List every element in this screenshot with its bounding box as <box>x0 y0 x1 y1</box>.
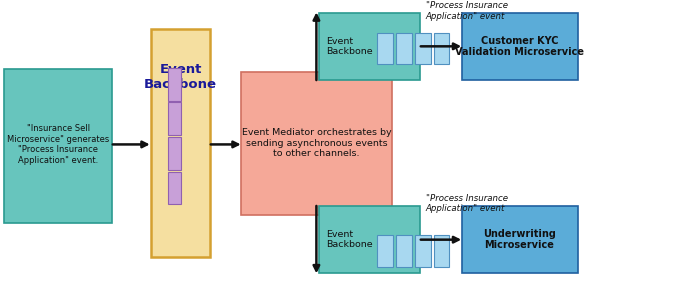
FancyBboxPatch shape <box>434 33 449 64</box>
Text: "Process Insurance
Application" event: "Process Insurance Application" event <box>426 194 507 213</box>
FancyBboxPatch shape <box>318 206 420 273</box>
FancyBboxPatch shape <box>150 29 210 257</box>
Text: Event
Backbone: Event Backbone <box>144 63 217 91</box>
Text: Event Mediator orchestrates by
sending asynchronous events
to other channels.: Event Mediator orchestrates by sending a… <box>241 128 391 158</box>
FancyBboxPatch shape <box>4 69 112 223</box>
FancyBboxPatch shape <box>377 33 393 64</box>
Text: Underwriting
Microservice: Underwriting Microservice <box>483 229 556 251</box>
Text: "Insurance Sell
Microservice" generates
"Process Insurance
Application" event.: "Insurance Sell Microservice" generates … <box>7 124 109 164</box>
Text: "Process Insurance
Application" event: "Process Insurance Application" event <box>426 1 507 21</box>
Text: Event
Backbone: Event Backbone <box>326 230 373 249</box>
FancyBboxPatch shape <box>168 68 181 101</box>
FancyBboxPatch shape <box>168 137 181 170</box>
Text: Event
Backbone: Event Backbone <box>326 37 373 56</box>
FancyBboxPatch shape <box>168 172 181 204</box>
FancyBboxPatch shape <box>396 235 412 267</box>
Text: Customer KYC
Validation Microservice: Customer KYC Validation Microservice <box>455 35 584 57</box>
FancyBboxPatch shape <box>377 235 393 267</box>
FancyBboxPatch shape <box>462 206 578 273</box>
FancyBboxPatch shape <box>434 235 449 267</box>
FancyBboxPatch shape <box>168 102 181 135</box>
FancyBboxPatch shape <box>241 72 392 214</box>
FancyBboxPatch shape <box>318 13 420 80</box>
FancyBboxPatch shape <box>462 13 578 80</box>
FancyBboxPatch shape <box>415 33 430 64</box>
FancyBboxPatch shape <box>415 235 430 267</box>
FancyBboxPatch shape <box>396 33 412 64</box>
